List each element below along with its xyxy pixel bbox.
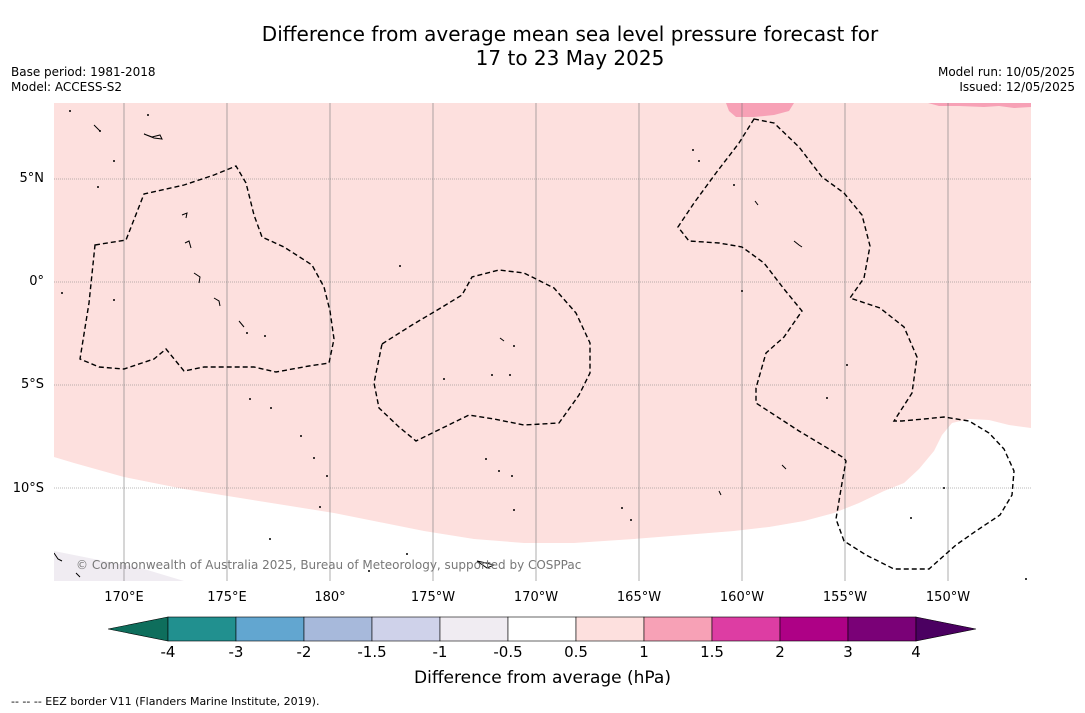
lon-label-180: 180° xyxy=(314,590,346,605)
anomaly-region-lavender xyxy=(54,551,184,581)
colorbar-tick-label: -3 xyxy=(228,643,244,661)
colorbar-segment xyxy=(167,616,237,642)
model-name: Model: ACCESS-S2 xyxy=(11,80,123,94)
eez-borders xyxy=(79,118,1015,570)
anomaly-region-light-pink xyxy=(54,103,1031,543)
island-dots xyxy=(61,110,1027,580)
title-line-2: 17 to 23 May 2025 xyxy=(475,46,665,70)
colorbar-tick-label: -2 xyxy=(296,643,312,661)
lon-label-170w: 170°W xyxy=(513,590,559,605)
meta-right: Model run: 10/05/2025 Issued: 12/05/2025 xyxy=(938,65,1075,95)
colorbar-arrow-low xyxy=(108,616,169,642)
lon-label-150w: 150°W xyxy=(925,590,971,605)
lat-label-5s: 5°S xyxy=(20,377,44,392)
colorbar-segment xyxy=(303,616,373,642)
colorbar-segment xyxy=(235,616,305,642)
lat-label-5n: 5°N xyxy=(19,171,45,186)
anomaly-region-pink-top xyxy=(726,103,794,117)
issued-date: Issued: 12/05/2025 xyxy=(959,80,1075,94)
model-run: Model run: 10/05/2025 xyxy=(937,65,1075,79)
colorbar-tick-label: 1.5 xyxy=(700,643,724,661)
title-line-1: Difference from average mean sea level p… xyxy=(261,22,879,46)
copyright-notice: © Commonwealth of Australia 2025, Bureau… xyxy=(76,558,582,572)
colorbar-segment xyxy=(371,616,441,642)
base-period: Base period: 1981-2018 xyxy=(11,65,156,79)
colorbar-segment xyxy=(575,616,645,642)
lon-label-155w: 155°W xyxy=(822,590,868,605)
lon-label-175w: 175°W xyxy=(410,590,456,605)
lon-label-160w: 160°W xyxy=(719,590,765,605)
colorbar-segment xyxy=(779,616,849,642)
pressure-anomaly-map xyxy=(54,103,1031,581)
eez-phoenix-islands xyxy=(373,269,591,442)
colorbar-segment xyxy=(847,616,917,642)
colorbar xyxy=(108,616,977,642)
colorbar-tick-label: -1 xyxy=(432,643,448,661)
lon-label-170e: 170°E xyxy=(104,590,144,605)
anomaly-region-pink-top-right xyxy=(928,103,1031,108)
islands xyxy=(54,124,803,578)
colorbar-tick-label: -0.5 xyxy=(493,643,523,661)
colorbar-segment xyxy=(643,616,713,642)
colorbar-tick-label: 1 xyxy=(639,643,649,661)
eez-kiribati-gilbert xyxy=(79,165,335,373)
lat-label-0: 0° xyxy=(29,274,44,289)
colorbar-tick-label: 2 xyxy=(775,643,785,661)
colorbar-segment xyxy=(439,616,509,642)
colorbar-segment xyxy=(507,616,577,642)
gridlines xyxy=(123,103,949,581)
colorbar-tick-label: -1.5 xyxy=(357,643,387,661)
colorbar-tick-label: 3 xyxy=(843,643,853,661)
lon-label-175e: 175°E xyxy=(207,590,247,605)
eez-footnote: -- -- -- EEZ border V11 (Flanders Marine… xyxy=(11,695,320,708)
colorbar-tick-label: 0.5 xyxy=(564,643,588,661)
lat-label-10s: 10°S xyxy=(12,481,44,496)
map-title: Difference from average mean sea level p… xyxy=(0,22,1085,70)
meta-left: Base period: 1981-2018 Model: ACCESS-S2 xyxy=(11,65,156,95)
colorbar-tick-label: 4 xyxy=(911,643,921,661)
colorbar-segment xyxy=(711,616,781,642)
lon-label-165w: 165°W xyxy=(616,590,662,605)
colorbar-tick-label: -4 xyxy=(160,643,176,661)
colorbar-label: Difference from average (hPa) xyxy=(414,668,671,688)
colorbar-arrow-high xyxy=(915,616,977,642)
